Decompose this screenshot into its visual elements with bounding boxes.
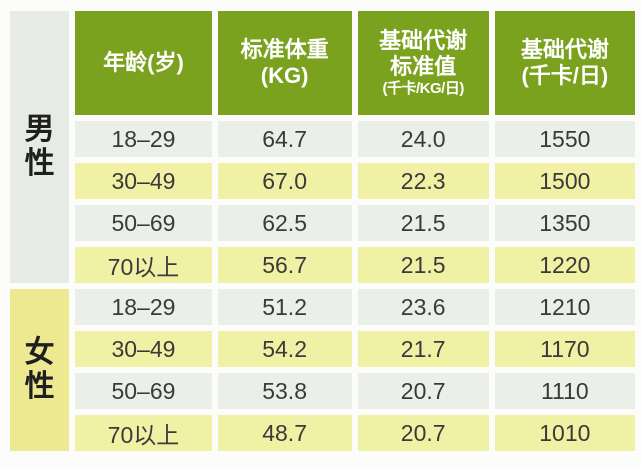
cell-age: 18–29 <box>75 289 212 325</box>
bmr-table: 男性 年龄(岁) 标准体重 (KG) 基础代谢 标准值 (千卡/KG/日) 基础… <box>4 5 641 457</box>
table-row-male-50-69: 50–69 62.5 21.5 1350 <box>10 205 635 241</box>
cell-age: 30–49 <box>75 331 212 367</box>
cell-bmr-standard: 22.3 <box>357 163 489 199</box>
cell-bmr-standard: 21.7 <box>357 331 489 367</box>
cell-age: 70以上 <box>75 247 212 283</box>
header-bmr-line2: (千卡/日) <box>521 63 609 88</box>
cell-weight: 53.8 <box>217 373 352 409</box>
table-row-female-70plus: 70以上 48.7 20.7 1010 <box>10 415 635 451</box>
cell-bmr-standard: 21.5 <box>357 205 489 241</box>
cell-bmr-standard: 23.6 <box>357 289 489 325</box>
cell-weight: 48.7 <box>217 415 352 451</box>
cell-weight: 62.5 <box>217 205 352 241</box>
cell-bmr: 1500 <box>494 163 635 199</box>
cell-weight: 56.7 <box>217 247 352 283</box>
header-row: 男性 年龄(岁) 标准体重 (KG) 基础代谢 标准值 (千卡/KG/日) 基础… <box>10 11 635 283</box>
header-bmr-standard-line1: 基础代谢 <box>379 28 468 54</box>
cell-bmr-standard: 20.7 <box>357 373 489 409</box>
header-bmr-standard-line2: 标准值 <box>390 54 457 80</box>
cell-weight: 64.7 <box>217 121 352 157</box>
header-age: 年龄(岁) <box>75 11 212 115</box>
cell-bmr: 1350 <box>494 205 635 241</box>
header-weight-line2: (KG) <box>260 63 309 88</box>
cell-age: 30–49 <box>75 163 212 199</box>
cell-bmr-standard: 21.5 <box>357 247 489 283</box>
table-row-male-30-49: 30–49 67.0 22.3 1500 <box>10 163 635 199</box>
header-weight: 标准体重 (KG) <box>217 11 352 115</box>
header-weight-line1: 标准体重 <box>240 37 329 63</box>
gender-cell-male: 男性 <box>10 11 70 283</box>
table-row-female-30-49: 30–49 54.2 21.7 1170 <box>10 331 635 367</box>
cell-bmr: 1210 <box>494 289 635 325</box>
cell-weight: 67.0 <box>217 163 352 199</box>
header-bmr-standard: 基础代谢 标准值 (千卡/KG/日) <box>357 11 489 115</box>
cell-weight: 54.2 <box>217 331 352 367</box>
gender-cell-female: 女性 <box>10 289 70 451</box>
cell-weight: 51.2 <box>217 289 352 325</box>
header-bmr: 基础代谢 (千卡/日) <box>494 11 635 115</box>
header-bmr-line1: 基础代谢 <box>520 37 609 63</box>
cell-age: 50–69 <box>75 205 212 241</box>
gender-label-male: 男性 <box>24 113 55 180</box>
table-row-male-70plus: 70以上 56.7 21.5 1220 <box>10 247 635 283</box>
cell-bmr: 1220 <box>494 247 635 283</box>
cell-bmr: 1170 <box>494 331 635 367</box>
cell-age: 70以上 <box>75 415 212 451</box>
cell-bmr: 1010 <box>494 415 635 451</box>
table-row-female-18-29: 女性 18–29 51.2 23.6 1210 <box>10 289 635 451</box>
table-row-male-18-29: 18–29 64.7 24.0 1550 <box>10 121 635 157</box>
table-row-female-50-69: 50–69 53.8 20.7 1110 <box>10 373 635 409</box>
gender-label-female: 女性 <box>24 336 55 403</box>
cell-bmr-standard: 24.0 <box>357 121 489 157</box>
cell-bmr-standard: 20.7 <box>357 415 489 451</box>
header-bmr-standard-unit: (千卡/KG/日) <box>382 80 465 98</box>
cell-age: 50–69 <box>75 373 212 409</box>
header-age-label: 年龄(岁) <box>103 50 184 76</box>
cell-bmr: 1110 <box>494 373 635 409</box>
cell-age: 18–29 <box>75 121 212 157</box>
cell-bmr: 1550 <box>494 121 635 157</box>
